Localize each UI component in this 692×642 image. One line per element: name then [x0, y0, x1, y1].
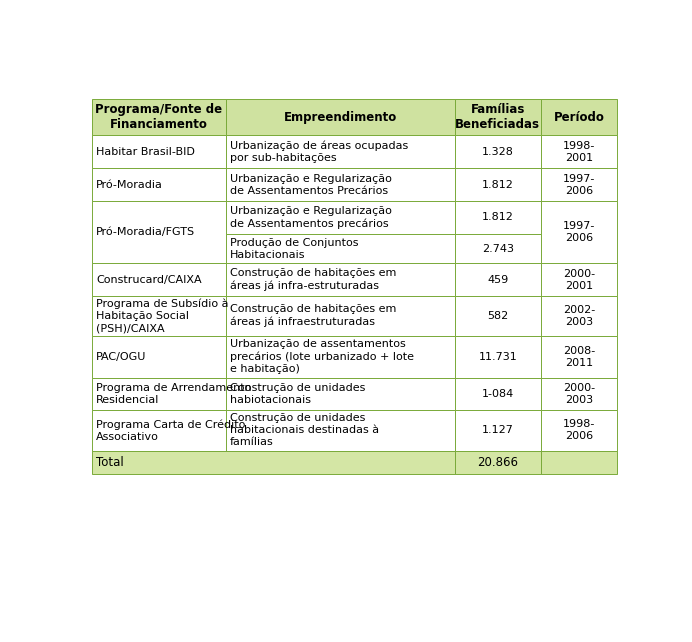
Bar [226, 234, 455, 263]
Bar [92, 135, 226, 168]
Text: PAC/OGU: PAC/OGU [96, 352, 147, 361]
Bar [226, 100, 455, 135]
Bar [92, 377, 226, 410]
Bar [455, 168, 541, 201]
Bar [455, 263, 541, 296]
Bar [541, 100, 617, 135]
Text: Período: Período [554, 110, 605, 123]
Text: Famílias
Beneficiadas: Famílias Beneficiadas [455, 103, 540, 132]
Bar [455, 451, 541, 474]
Text: Produção de Conjuntos
Habitacionais: Produção de Conjuntos Habitacionais [230, 238, 358, 259]
Bar [226, 135, 455, 168]
Text: 1.328: 1.328 [482, 146, 513, 157]
Bar [455, 377, 541, 410]
Text: 1997-
2006: 1997- 2006 [563, 174, 596, 196]
Bar [226, 410, 455, 451]
Bar [226, 263, 455, 296]
Bar [92, 168, 226, 201]
Text: Urbanização de áreas ocupadas
por sub-habitações: Urbanização de áreas ocupadas por sub-ha… [230, 141, 408, 163]
Bar [541, 296, 617, 336]
Bar [226, 296, 455, 336]
Text: Programa/Fonte de
Financiamento: Programa/Fonte de Financiamento [95, 103, 222, 132]
Bar [92, 263, 226, 296]
Text: Pró-Moradia/FGTS: Pró-Moradia/FGTS [96, 227, 195, 238]
Text: 20.866: 20.866 [477, 456, 518, 469]
Text: Habitar Brasil-BID: Habitar Brasil-BID [96, 146, 195, 157]
Text: 582: 582 [487, 311, 509, 321]
Text: Total: Total [96, 456, 124, 469]
Text: 1.127: 1.127 [482, 426, 513, 435]
Bar [455, 410, 541, 451]
Bar [541, 263, 617, 296]
Text: Construção de habitações em
áreas já infraestruturadas: Construção de habitações em áreas já inf… [230, 304, 397, 327]
Text: 459: 459 [487, 275, 509, 284]
Bar [455, 100, 541, 135]
Text: Programa de Arrendamento
Residencial: Programa de Arrendamento Residencial [96, 383, 251, 405]
Text: 2008-
2011: 2008- 2011 [563, 345, 595, 368]
Bar [455, 336, 541, 377]
Text: 2002-
2003: 2002- 2003 [563, 305, 595, 327]
Text: Urbanização de assentamentos
precários (lote urbanizado + lote
e habitação): Urbanização de assentamentos precários (… [230, 339, 415, 374]
Text: 11.731: 11.731 [478, 352, 517, 361]
Text: Pró-Moradia: Pró-Moradia [96, 180, 163, 190]
Text: Construção de habitações em
áreas já infra-estruturadas: Construção de habitações em áreas já inf… [230, 268, 397, 291]
Bar [92, 451, 455, 474]
Bar [226, 336, 455, 377]
Text: 1.812: 1.812 [482, 180, 513, 190]
Text: Construção de unidades
habiotacionais: Construção de unidades habiotacionais [230, 383, 365, 405]
Bar [541, 410, 617, 451]
Bar [455, 296, 541, 336]
Text: Empreendimento: Empreendimento [284, 110, 397, 123]
Text: 2000-
2003: 2000- 2003 [563, 383, 595, 405]
Bar [455, 234, 541, 263]
Text: 1998-
2006: 1998- 2006 [563, 419, 596, 442]
Text: 2000-
2001: 2000- 2001 [563, 269, 595, 291]
Bar [541, 377, 617, 410]
Bar [92, 336, 226, 377]
Text: 1.812: 1.812 [482, 213, 513, 222]
Bar [455, 135, 541, 168]
Bar [541, 135, 617, 168]
Bar [226, 201, 455, 234]
Text: Urbanização e Regularização
de Assentamentos Precários: Urbanização e Regularização de Assentame… [230, 174, 392, 196]
Bar [455, 201, 541, 234]
Text: Programa Carta de Crédito
Associativo: Programa Carta de Crédito Associativo [96, 419, 246, 442]
Bar [541, 168, 617, 201]
Bar [541, 451, 617, 474]
Text: Construção de unidades
habitacionais destinadas à
famílias: Construção de unidades habitacionais des… [230, 413, 379, 447]
Bar [92, 201, 226, 263]
Text: 1997-
2006: 1997- 2006 [563, 221, 596, 243]
Text: 1-084: 1-084 [482, 389, 514, 399]
Bar [92, 100, 226, 135]
Bar [541, 336, 617, 377]
Text: Urbanização e Regularização
de Assentamentos precários: Urbanização e Regularização de Assentame… [230, 206, 392, 229]
Bar [92, 410, 226, 451]
Text: Programa de Subsídio à
Habitação Social
(PSH)/CAIXA: Programa de Subsídio à Habitação Social … [96, 299, 228, 333]
Bar [541, 201, 617, 263]
Bar [226, 377, 455, 410]
Text: 2.743: 2.743 [482, 243, 514, 254]
Text: Construcard/CAIXA: Construcard/CAIXA [96, 275, 202, 284]
Bar [92, 296, 226, 336]
Bar [226, 168, 455, 201]
Text: 1998-
2001: 1998- 2001 [563, 141, 596, 162]
